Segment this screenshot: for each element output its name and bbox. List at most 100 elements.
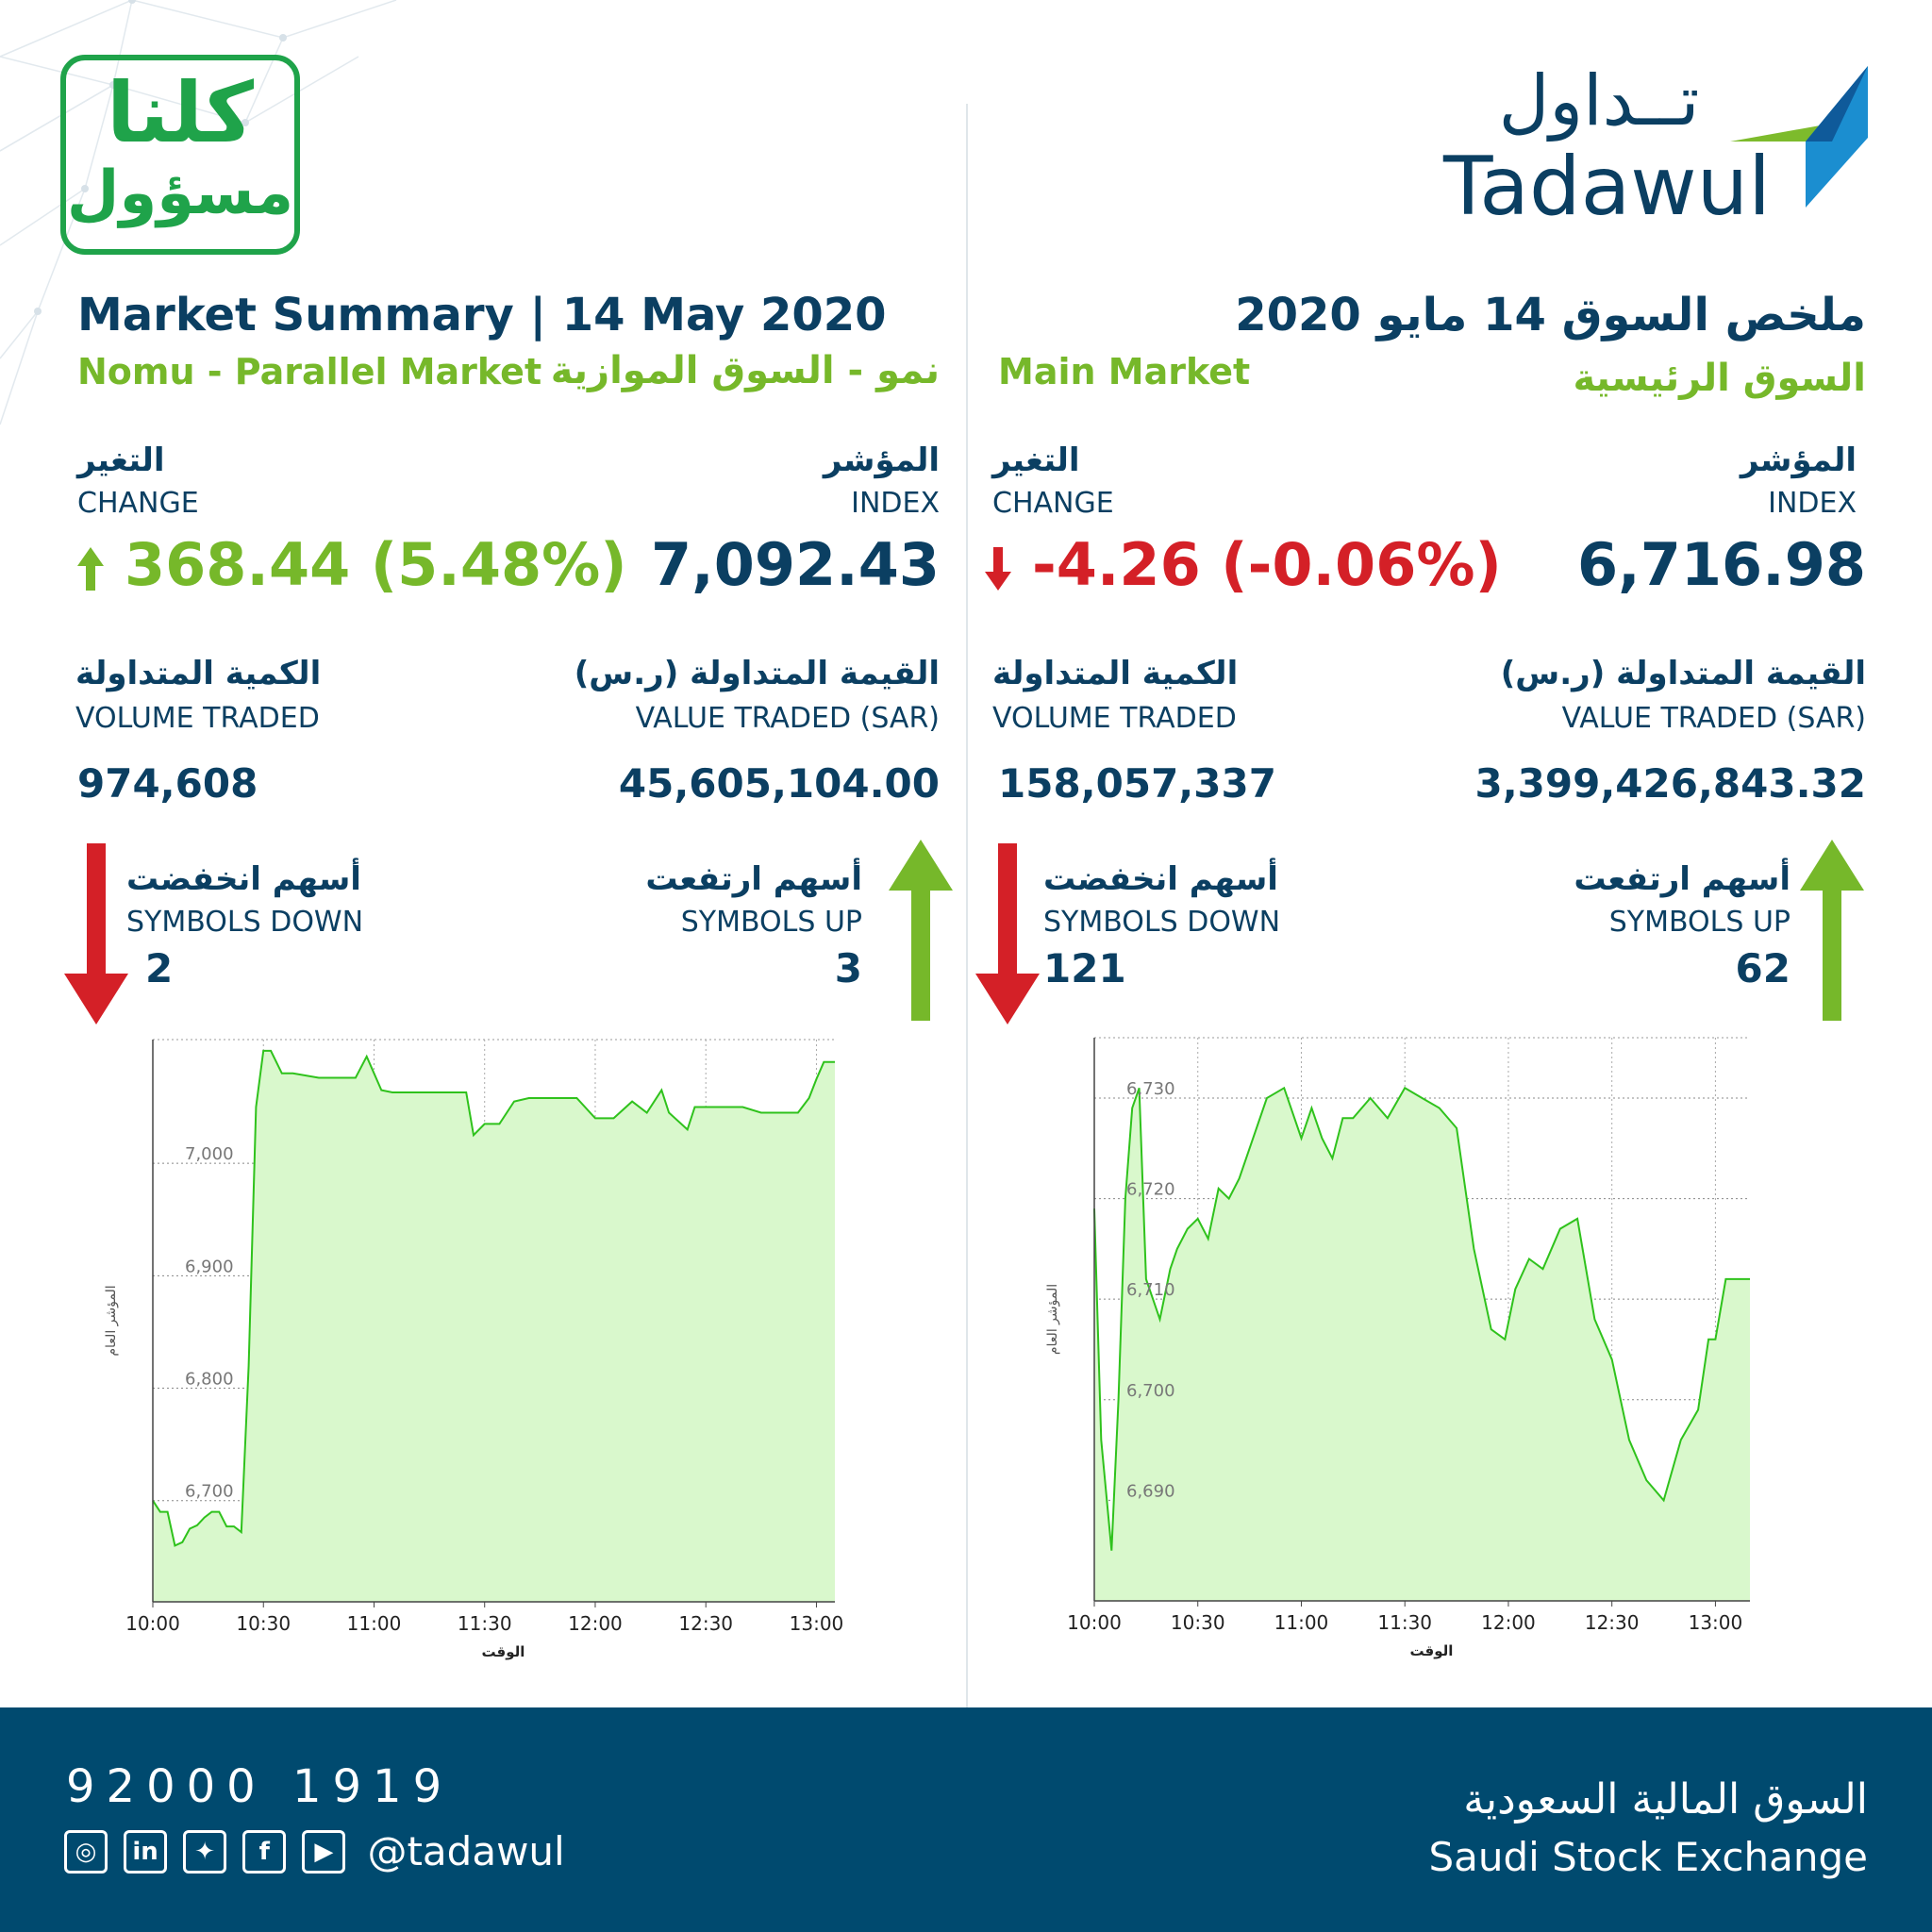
right-volume-value: 158,057,337: [998, 760, 1276, 807]
right-index-ar: المؤشر: [1740, 441, 1857, 479]
right-symbols-up-arrow-icon: [1800, 840, 1864, 1021]
main-market-index-chart: 6,690 6,700 6,710 6,720 6,730 10:00 10:30 11:00…: [1045, 1037, 1750, 1659]
left-up-value: 3: [834, 945, 862, 991]
left-index-ar: المؤشر: [823, 441, 940, 479]
x-tick-label: 10:30: [1171, 1611, 1225, 1634]
panel-divider: [966, 104, 968, 1707]
social-icons: ◎ in ✦ f ▶ @tadawul: [64, 1830, 565, 1874]
right-market-en: Main Market: [998, 351, 1251, 392]
right-down-ar: أسهم انخفضت: [1043, 860, 1278, 898]
x-tick-label: 11:00: [1274, 1611, 1329, 1634]
x-axis-label: الوقت: [482, 1643, 525, 1660]
x-tick-label: 11:30: [458, 1612, 512, 1635]
right-change-value: -4.26 (-0.06%): [1032, 530, 1502, 599]
y-axis-label: المؤشر العام: [104, 1285, 119, 1356]
y-tick-label: 6,700: [1126, 1381, 1175, 1401]
left-down-en: SYMBOLS DOWN: [126, 906, 364, 939]
right-value-en: VALUE TRADED (SAR): [1561, 702, 1866, 735]
left-symbols-down-arrow-icon: [64, 843, 128, 1024]
area-fill: [1094, 1088, 1750, 1601]
right-index-value: 6,716.98: [1577, 530, 1866, 599]
y-tick-label: 7,000: [185, 1144, 234, 1164]
left-change-value: 368.44 (5.48%): [125, 530, 627, 599]
footer-phone: 92000 1919: [66, 1760, 454, 1813]
footer-exchange-en: Saudi Stock Exchange: [1428, 1834, 1868, 1880]
left-market-ar: نمو - السوق الموازية: [550, 349, 940, 392]
x-tick-label: 12:30: [678, 1612, 733, 1635]
x-tick-label: 11:30: [1377, 1611, 1432, 1634]
background-network-pattern: [0, 0, 397, 425]
left-down-value: 2: [145, 945, 174, 991]
right-down-value: 121: [1043, 945, 1126, 991]
left-volume-en: VOLUME TRADED: [75, 702, 320, 735]
y-tick-label: 6,900: [185, 1257, 234, 1276]
footer-exchange-ar: السوق المالية السعودية: [1463, 1775, 1868, 1824]
right-symbols-down-arrow-icon: [975, 843, 1040, 1024]
campaign-badge: كلنا مسؤول: [60, 55, 300, 255]
left-value-value: 45,605,104.00: [618, 760, 940, 807]
campaign-badge-line1: كلنا: [106, 64, 255, 161]
nomu-index-chart: 6,700 6,800 6,900 7,000 10:00 10:30 11:00 11:30…: [104, 1039, 844, 1660]
right-change-ar: التغير: [992, 441, 1080, 479]
twitter-icon[interactable]: ✦: [183, 1830, 227, 1874]
right-up-value: 62: [1735, 945, 1790, 991]
left-change-ar: التغير: [77, 441, 165, 479]
y-tick-label: 6,700: [185, 1482, 234, 1502]
youtube-icon[interactable]: ▶: [302, 1830, 346, 1874]
left-down-ar: أسهم انخفضت: [126, 860, 361, 898]
x-tick-label: 13:00: [790, 1612, 844, 1635]
x-tick-label: 12:30: [1585, 1611, 1640, 1634]
footer-bar: 92000 1919 ◎ in ✦ f ▶ @tadawul السوق الم…: [0, 1707, 1932, 1932]
left-market-en: Nomu - Parallel Market: [77, 351, 542, 392]
left-symbols-up-arrow-icon: [889, 840, 953, 1021]
left-volume-value: 974,608: [77, 760, 258, 807]
right-change-en: CHANGE: [992, 487, 1114, 520]
left-change-en: CHANGE: [77, 487, 199, 520]
left-up-ar: أسهم ارتفعت: [645, 860, 862, 898]
left-index-en: INDEX: [851, 487, 940, 520]
x-axis-label: الوقت: [1410, 1642, 1454, 1659]
linkedin-icon[interactable]: in: [124, 1830, 168, 1874]
right-up-en: SYMBOLS UP: [1608, 906, 1790, 939]
right-change-down-arrow-icon: [985, 547, 1011, 591]
logo-arabic: تــداول: [1498, 60, 1700, 142]
left-up-en: SYMBOLS UP: [680, 906, 862, 939]
right-volume-ar: الكمية المتداولة: [992, 655, 1239, 692]
right-value-value: 3,399,426,843.32: [1474, 760, 1866, 807]
y-tick-label: 6,800: [185, 1370, 234, 1390]
left-title: Market Summary | 14 May 2020: [77, 289, 887, 341]
logo-latin: Tadawul: [1443, 140, 1772, 234]
y-tick-label: 6,730: [1126, 1079, 1175, 1099]
y-tick-label: 6,720: [1126, 1180, 1175, 1200]
y-tick-label: 6,690: [1126, 1481, 1175, 1501]
x-tick-label: 13:00: [1689, 1611, 1743, 1634]
campaign-badge-line2: مسؤول: [66, 158, 294, 228]
x-tick-label: 12:00: [568, 1612, 623, 1635]
x-tick-label: 12:00: [1481, 1611, 1536, 1634]
x-tick-label: 11:00: [347, 1612, 402, 1635]
x-tick-label: 10:30: [236, 1612, 291, 1635]
right-volume-en: VOLUME TRADED: [992, 702, 1237, 735]
right-title: ملخص السوق 14 مايو 2020: [1235, 289, 1866, 341]
facebook-icon[interactable]: f: [242, 1830, 287, 1874]
instagram-icon[interactable]: ◎: [64, 1830, 108, 1874]
y-axis-label: المؤشر العام: [1045, 1284, 1060, 1355]
right-index-en: INDEX: [1768, 487, 1857, 520]
x-tick-label: 10:00: [125, 1612, 180, 1635]
right-value-ar: القيمة المتداولة (ر.س): [1500, 655, 1866, 692]
left-value-en: VALUE TRADED (SAR): [635, 702, 940, 735]
area-fill: [153, 1050, 835, 1602]
right-up-ar: أسهم ارتفعت: [1574, 860, 1790, 898]
footer-handle[interactable]: @tadawul: [367, 1828, 565, 1874]
y-tick-label: 6,710: [1126, 1280, 1175, 1300]
left-value-ar: القيمة المتداولة (ر.س): [574, 655, 940, 692]
logo-mark-icon: [1730, 66, 1868, 208]
right-down-en: SYMBOLS DOWN: [1043, 906, 1281, 939]
x-tick-label: 10:00: [1067, 1611, 1122, 1634]
left-change-up-arrow-icon: [77, 547, 104, 591]
series-line: [1093, 1086, 1750, 1551]
tadawul-logo: تــداول Tadawul: [1443, 58, 1877, 238]
left-index-value: 7,092.43: [651, 530, 940, 599]
left-volume-ar: الكمية المتداولة: [75, 655, 322, 692]
series-line: [152, 1049, 835, 1547]
